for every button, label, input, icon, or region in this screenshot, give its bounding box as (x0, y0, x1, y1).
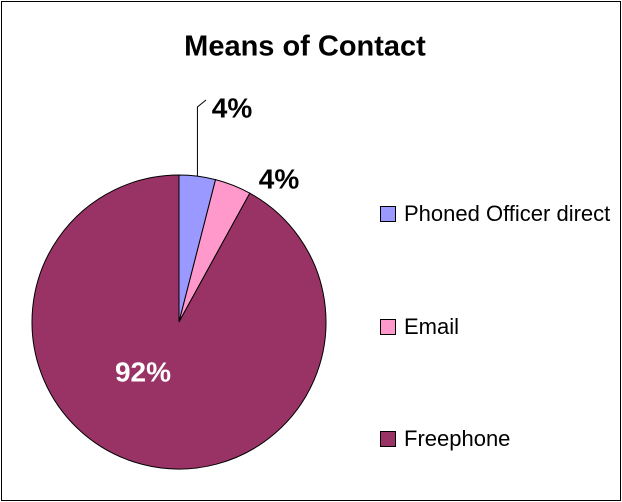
leader-line (196, 99, 207, 177)
legend-item: Freephone (380, 420, 612, 458)
data-label: 4% (212, 92, 253, 123)
legend-label: Freephone (404, 426, 511, 451)
legend-label: Email (404, 314, 460, 339)
legend-swatch (380, 431, 396, 447)
pie-slice (31, 174, 327, 470)
data-label: 4% (259, 163, 300, 194)
legend-swatch (380, 206, 396, 222)
legend-item: Email (380, 308, 612, 346)
data-label: 92% (115, 356, 171, 387)
legend-item: Phoned Officer direct (380, 195, 612, 233)
legend-swatch (380, 319, 396, 335)
legend-label: Phoned Officer direct (404, 201, 611, 226)
chart-title: Means of Contact (184, 31, 426, 63)
